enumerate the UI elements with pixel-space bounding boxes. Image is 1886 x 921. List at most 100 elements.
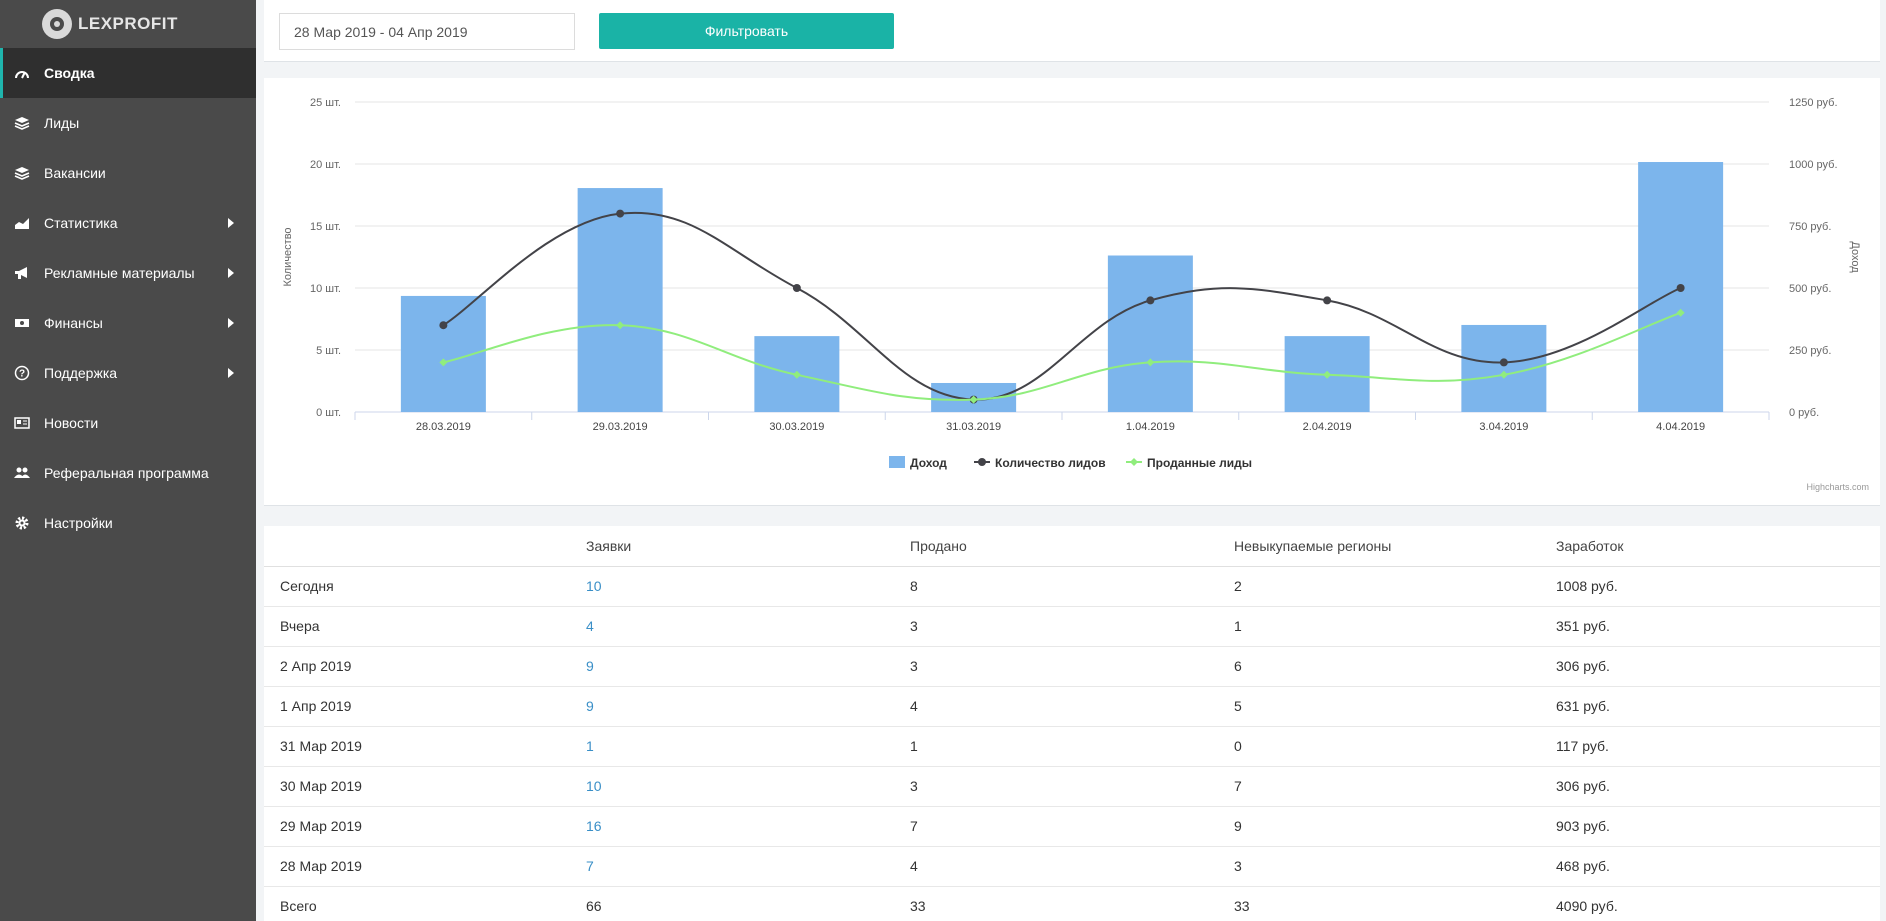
dashboard-icon [14,65,30,81]
sidebar-item-support[interactable]: ? Поддержка [0,348,256,398]
table-cell: 1008 руб. [1556,566,1880,607]
y-axis-right-tick: 750 руб. [1789,221,1831,233]
requests-link[interactable]: 1 [586,738,594,754]
filter-button[interactable]: Фильтровать [599,13,894,49]
table-cell: 631 руб. [1556,686,1880,727]
x-axis-label: 2.04.2019 [1303,421,1352,433]
y-axis-right-tick: 250 руб. [1789,345,1831,357]
table-cell: 9 [586,646,910,687]
x-axis-label: 31.03.2019 [946,421,1001,433]
table-cell: 30 Мар 2019 [264,766,586,807]
sidebar-item-label: Статистика [44,215,118,231]
layers-icon [14,115,30,131]
table-cell: 1 [910,726,1234,767]
legend-leads-label: Количество лидов [995,456,1106,470]
x-axis-label: 4.04.2019 [1656,421,1705,433]
table-row: 30 Мар 2019 10 3 7 306 руб. [264,766,1880,807]
sidebar-item-label: Поддержка [44,365,118,381]
point-leads [792,284,801,292]
table-cell: 7 [1234,766,1556,807]
date-range-input[interactable] [279,13,575,50]
table-cell: 351 руб. [1556,606,1880,647]
table-row: Сегодня 10 8 2 1008 руб. [264,566,1880,607]
y-axis-right-tick: 1250 руб. [1789,97,1838,109]
table-header-cell: Невыкупаемые регионы [1234,526,1556,567]
y-axis-right-title: Доход [1849,241,1861,273]
legend-leads-marker [978,458,986,466]
table-cell: 2 Апр 2019 [264,646,586,687]
requests-link[interactable]: 7 [586,858,594,874]
table-cell: 5 [1234,686,1556,727]
requests-link[interactable]: 10 [586,778,602,794]
y-axis-left-tick: 15 шт. [310,221,341,233]
table-row: 28 Мар 2019 7 4 3 468 руб. [264,846,1880,887]
sidebar-item-ad-materials[interactable]: Рекламные материалы [0,248,256,298]
table-cell: Сегодня [264,566,586,607]
table-cell: 16 [586,806,910,847]
table-cell: 4 [910,846,1234,887]
table-row: 2 Апр 2019 9 3 6 306 руб. [264,646,1880,687]
table-cell: Вчера [264,606,586,647]
point-leads [1499,358,1508,367]
table-cell: 33 [910,886,1234,921]
point-sold-leads [1323,370,1332,379]
sidebar-item-vacancies[interactable]: Вакансии [0,148,256,198]
point-leads [1146,296,1155,305]
table-header-cell: Продано [910,526,1234,567]
table-cell: 7 [586,846,910,887]
table-cell: 28 Мар 2019 [264,846,586,887]
legend-income-symbol [889,456,905,468]
logo-icon [42,9,72,39]
point-sold-leads [439,358,448,367]
requests-link[interactable]: 9 [586,658,594,674]
table-cell: 3 [910,766,1234,807]
table-cell: 4090 руб. [1556,886,1880,921]
point-sold-leads [792,370,801,379]
x-axis-label: 1.04.2019 [1126,421,1175,433]
y-axis-right-tick: 500 руб. [1789,283,1831,295]
table-cell: Всего [264,886,586,921]
line-leads [442,211,1682,401]
sidebar-item-referral[interactable]: Реферальная программа [0,448,256,498]
table-cell: 903 руб. [1556,806,1880,847]
table-cell: 3 [1234,846,1556,887]
table-header-cell: Заработок [1556,526,1880,567]
sidebar: LEXPROFIT Сводка Лиды Вакансии Статистика Ре… [0,0,256,921]
requests-link[interactable]: 4 [586,618,594,634]
sidebar-item-label: Реферальная программа [44,465,209,481]
users-icon [14,465,30,481]
table-row: Всего 66 33 33 4090 руб. [264,886,1880,921]
sidebar-item-news[interactable]: Новости [0,398,256,448]
money-icon [14,315,30,331]
logo[interactable]: LEXPROFIT [0,0,256,48]
requests-link[interactable]: 16 [586,818,602,834]
x-axis-label: 30.03.2019 [769,421,824,433]
table-cell: 8 [910,566,1234,607]
sidebar-item-svodka[interactable]: Сводка [0,48,256,98]
table-cell: 2 [1234,566,1556,607]
table-cell: 468 руб. [1556,846,1880,887]
sidebar-item-label: Сводка [44,65,95,81]
requests-link[interactable]: 9 [586,698,594,714]
logo-text: LEXPROFIT [78,14,178,33]
table-cell: 33 [1234,886,1556,921]
gear-icon [14,515,30,531]
requests-link[interactable]: 10 [586,578,602,594]
table-header-row: Заявки Продано Невыкупаемые регионы Заработ… [264,526,1880,567]
y-axis-left-tick: 10 шт. [310,283,341,295]
point-sold-leads [969,395,978,404]
point-leads [1323,296,1332,305]
table-cell: 0 [1234,726,1556,767]
y-axis-left-tick: 25 шт. [310,97,341,109]
y-axis-right-tick: 1000 руб. [1789,159,1838,171]
x-axis-label: 28.03.2019 [416,421,471,433]
line-sold-leads [443,311,1681,401]
sidebar-item-leads[interactable]: Лиды [0,98,256,148]
table-cell: 1 [1234,606,1556,647]
sidebar-item-settings[interactable]: Настройки [0,498,256,548]
sidebar-item-statistics[interactable]: Статистика [0,198,256,248]
sidebar-item-label: Настройки [44,515,113,531]
legend-sold-leads-marker [1130,458,1138,466]
sidebar-item-finance[interactable]: Финансы [0,298,256,348]
chart: 0 шт. 5 шт. 10 шт. 15 шт. 20 шт. 25 шт. 0 руб.… [282,97,1869,492]
